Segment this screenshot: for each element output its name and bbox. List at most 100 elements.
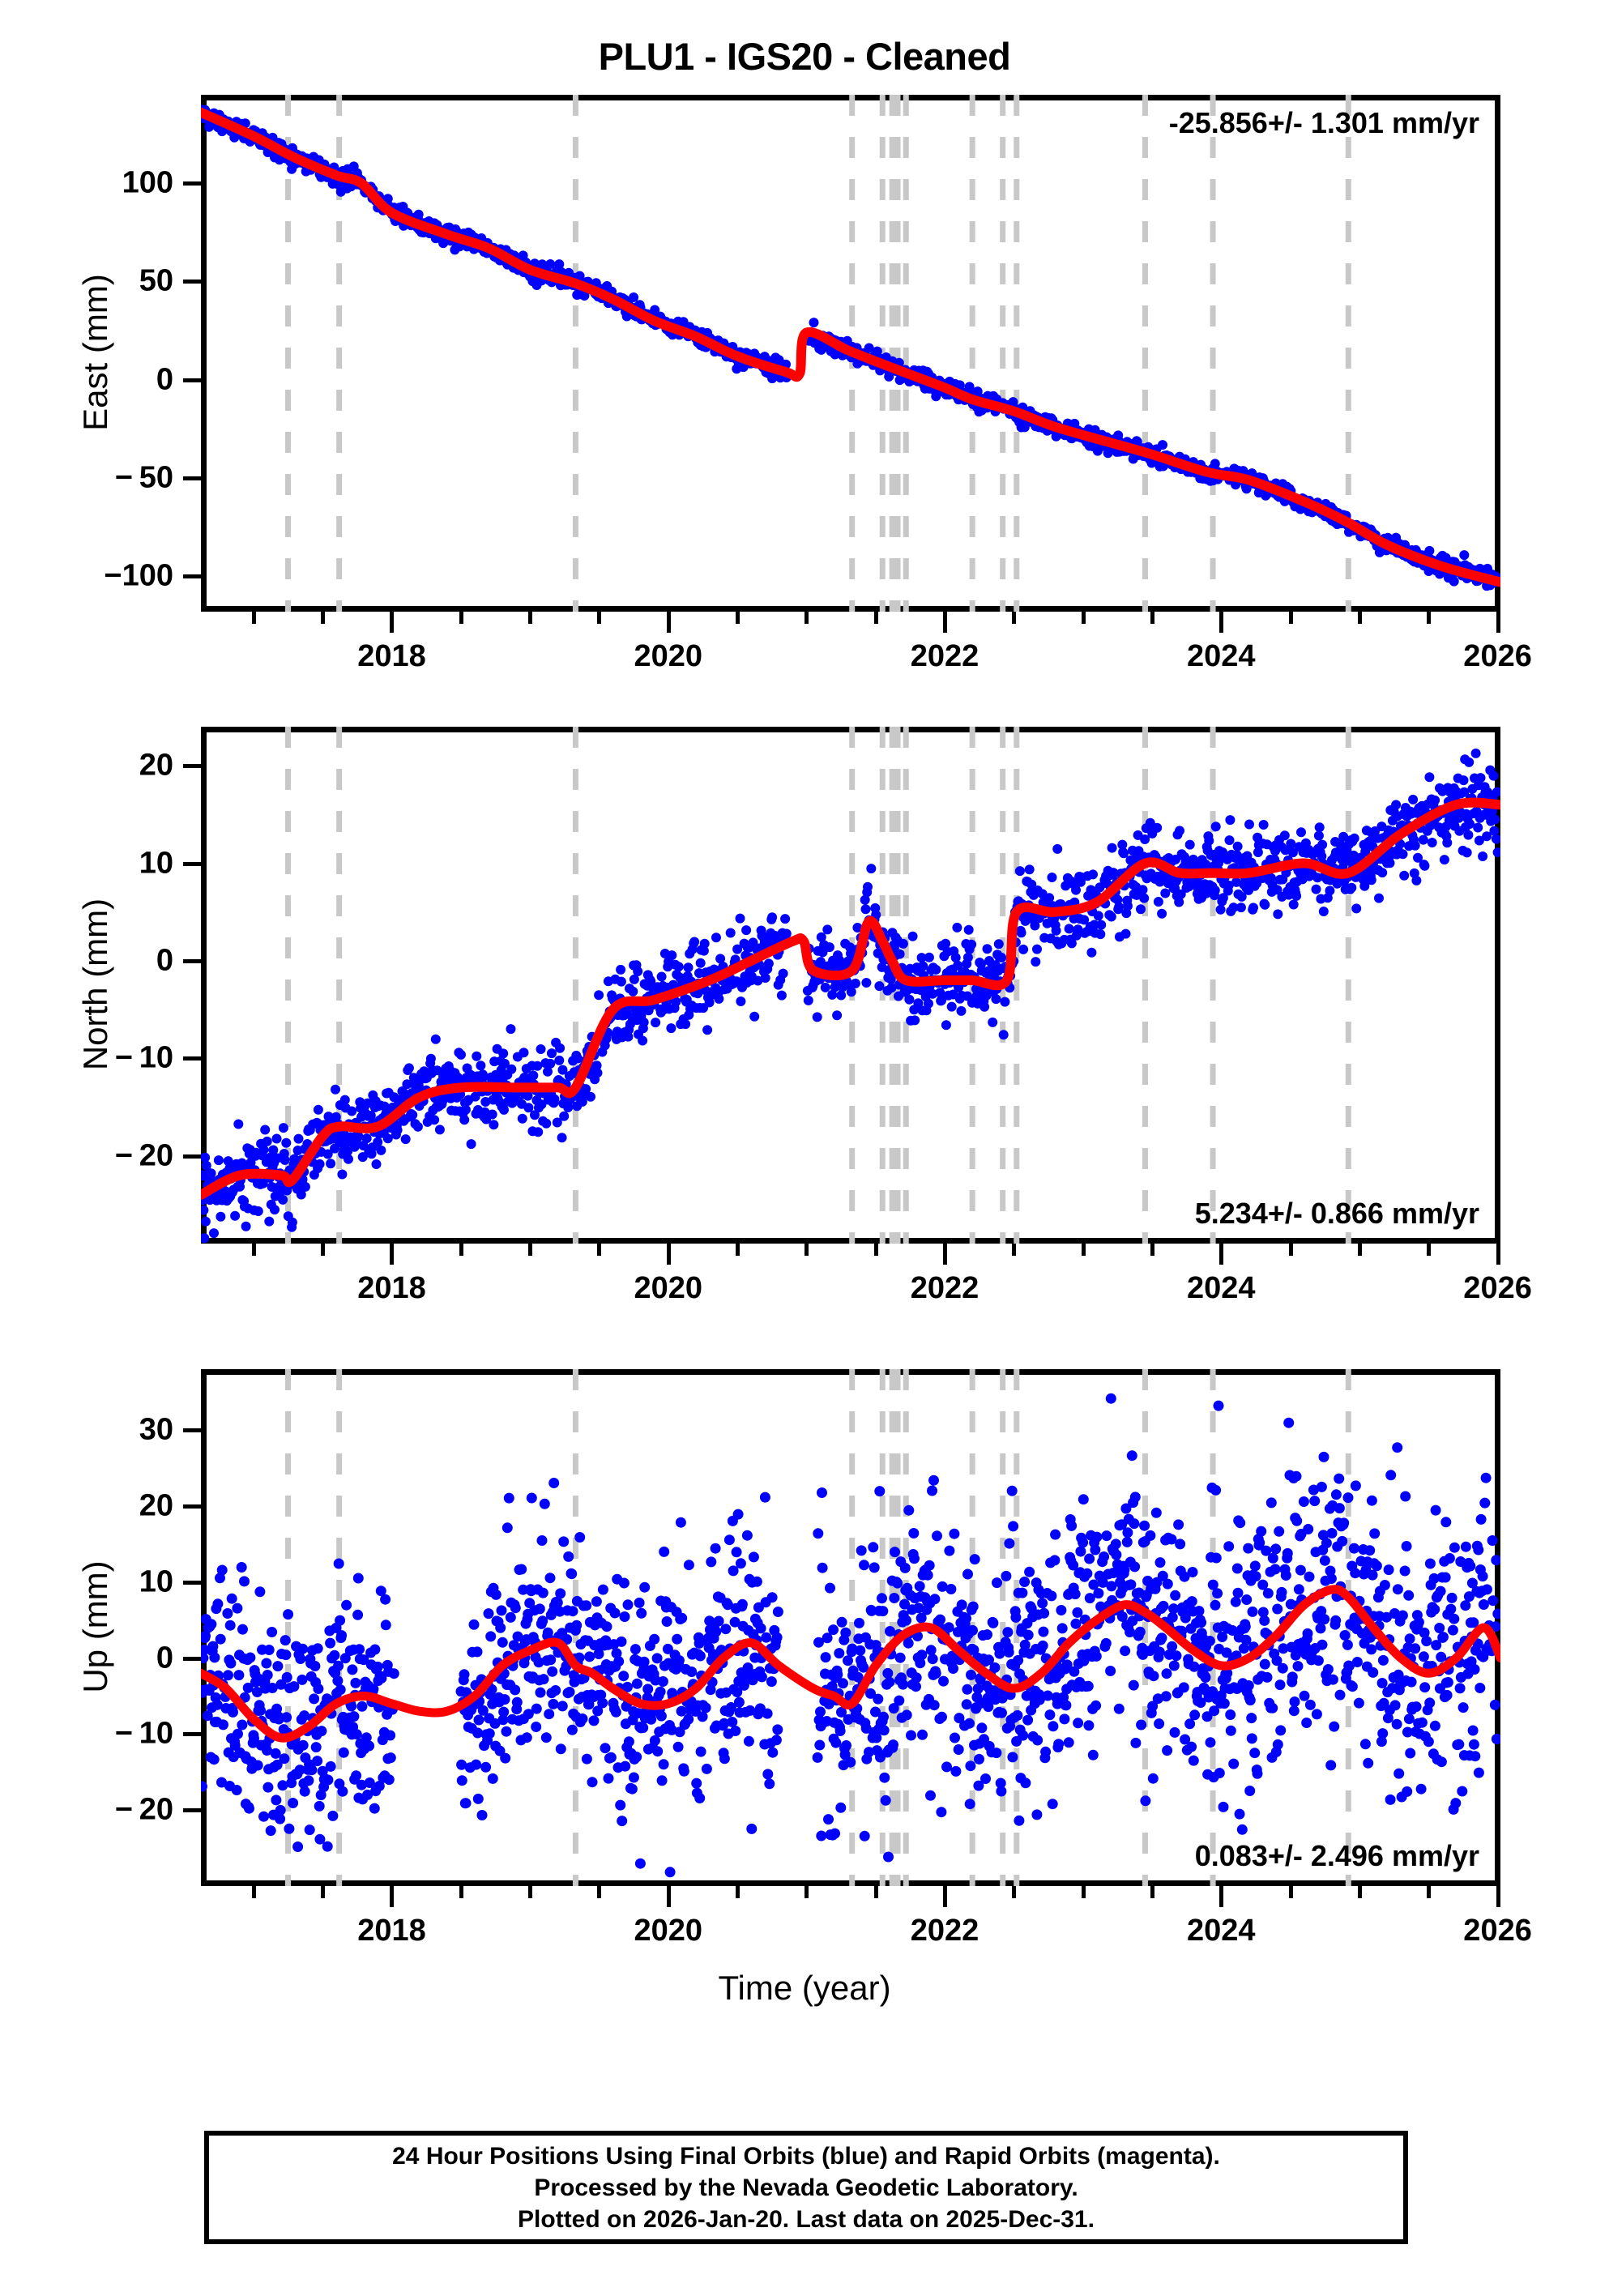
- y-tick-north: [183, 958, 201, 963]
- x-tick-minor: [321, 612, 326, 624]
- x-tick-label: 2022: [910, 1271, 979, 1305]
- x-tick-major: [390, 612, 395, 633]
- x-tick-minor: [736, 1886, 740, 1898]
- x-tick-major: [390, 1886, 395, 1907]
- x-tick-label: 2020: [634, 1914, 703, 1948]
- x-tick-minor: [736, 1244, 740, 1256]
- x-tick-minor: [1012, 1244, 1017, 1256]
- trend-line-east: [201, 107, 1500, 587]
- x-tick-minor: [1081, 612, 1086, 624]
- x-tick-minor: [251, 1886, 256, 1898]
- x-tick-minor: [251, 612, 256, 624]
- x-tick-label: 2024: [1187, 1914, 1256, 1948]
- x-tick-minor: [736, 612, 740, 624]
- x-tick-label: 2020: [634, 1271, 703, 1305]
- x-tick-minor: [1357, 1886, 1362, 1898]
- x-tick-minor: [1427, 1886, 1432, 1898]
- panel-north-canvas: [201, 727, 1500, 1244]
- x-tick-minor: [1427, 1244, 1432, 1256]
- page-title: PLU1 - IGS20 - Cleaned: [598, 35, 1011, 78]
- x-axis-title: Time (year): [718, 1969, 891, 2007]
- trend-line-north: [201, 797, 1500, 1200]
- axis-title-north: North (mm): [76, 898, 114, 1071]
- x-tick-label: 2020: [634, 639, 703, 673]
- x-tick-label: 2026: [1463, 1914, 1532, 1948]
- y-tick-north: [183, 1056, 201, 1061]
- chart-panel-east: [201, 95, 1500, 612]
- x-tick-minor: [1357, 1244, 1362, 1256]
- x-tick-major: [1219, 612, 1224, 633]
- x-tick-minor: [321, 1886, 326, 1898]
- x-tick-major: [943, 1886, 948, 1907]
- x-tick-minor: [528, 1244, 533, 1256]
- panel-up-canvas: [201, 1369, 1500, 1886]
- chart-panel-up: [201, 1369, 1500, 1886]
- panel-up-plot-area: [201, 1369, 1500, 1886]
- panel-east-canvas: [201, 95, 1500, 612]
- x-tick-label: 2026: [1463, 639, 1532, 673]
- x-tick-major: [666, 1244, 671, 1265]
- y-tick-north: [183, 1154, 201, 1159]
- x-tick-minor: [873, 1244, 878, 1256]
- x-tick-label: 2018: [357, 639, 426, 673]
- y-tick-label-east: −100: [104, 558, 173, 593]
- x-tick-label: 2024: [1187, 1271, 1256, 1305]
- x-tick-major: [943, 612, 948, 633]
- x-tick-label: 2018: [357, 1914, 426, 1948]
- panel-east-plot-area: [201, 95, 1500, 612]
- x-tick-major: [1219, 1244, 1224, 1265]
- y-tick-up: [183, 1580, 201, 1585]
- x-tick-label: 2026: [1463, 1271, 1532, 1305]
- x-tick-minor: [321, 1244, 326, 1256]
- footer-line-1: 24 Hour Positions Using Final Orbits (bl…: [392, 2142, 1220, 2170]
- x-tick-minor: [597, 1244, 602, 1256]
- x-tick-minor: [1288, 1886, 1293, 1898]
- x-tick-major: [943, 1244, 948, 1265]
- y-tick-label-up: 0: [156, 1641, 173, 1675]
- y-tick-east: [183, 476, 201, 481]
- footer-line-3: Plotted on 2026-Jan-20. Last data on 202…: [518, 2205, 1095, 2233]
- x-tick-major: [1219, 1886, 1224, 1907]
- x-tick-minor: [459, 612, 463, 624]
- panel-north-plot-area: [201, 727, 1500, 1244]
- x-tick-minor: [1150, 612, 1154, 624]
- y-tick-label-up: 10: [139, 1564, 173, 1599]
- y-tick-label-east: − 50: [114, 460, 173, 495]
- x-tick-minor: [1150, 1244, 1154, 1256]
- y-tick-up: [183, 1428, 201, 1433]
- data-points-up: [201, 1393, 1500, 1878]
- y-tick-label-north: − 20: [114, 1138, 173, 1173]
- x-tick-minor: [459, 1886, 463, 1898]
- x-tick-minor: [1081, 1886, 1086, 1898]
- rate-annotation-north: 5.234+/- 0.866 mm/yr: [1194, 1197, 1479, 1230]
- trend-line-up: [201, 1585, 1500, 1743]
- y-tick-label-up: 30: [139, 1412, 173, 1447]
- x-tick-minor: [1012, 1886, 1017, 1898]
- y-tick-label-north: − 10: [114, 1040, 173, 1075]
- axis-title-up: Up (mm): [76, 1560, 114, 1693]
- x-tick-minor: [459, 1244, 463, 1256]
- y-tick-east: [183, 181, 201, 186]
- y-tick-east: [183, 280, 201, 284]
- x-tick-minor: [1288, 612, 1293, 624]
- x-tick-minor: [251, 1244, 256, 1256]
- x-tick-minor: [873, 612, 878, 624]
- footer-note-box: 24 Hour Positions Using Final Orbits (bl…: [204, 2131, 1408, 2244]
- y-tick-north: [183, 764, 201, 769]
- x-tick-minor: [804, 1244, 809, 1256]
- x-tick-minor: [804, 612, 809, 624]
- x-tick-minor: [1150, 1886, 1154, 1898]
- x-tick-major: [666, 612, 671, 633]
- x-tick-minor: [597, 612, 602, 624]
- axis-title-east: East (mm): [76, 274, 114, 431]
- y-tick-up: [183, 1808, 201, 1813]
- y-tick-label-up: − 20: [114, 1792, 173, 1827]
- y-tick-label-east: 50: [139, 263, 173, 298]
- x-tick-minor: [804, 1886, 809, 1898]
- x-tick-minor: [528, 1886, 533, 1898]
- y-tick-label-up: 20: [139, 1488, 173, 1523]
- x-tick-label: 2022: [910, 639, 979, 673]
- x-tick-minor: [873, 1886, 878, 1898]
- y-tick-up: [183, 1656, 201, 1661]
- x-tick-major: [390, 1244, 395, 1265]
